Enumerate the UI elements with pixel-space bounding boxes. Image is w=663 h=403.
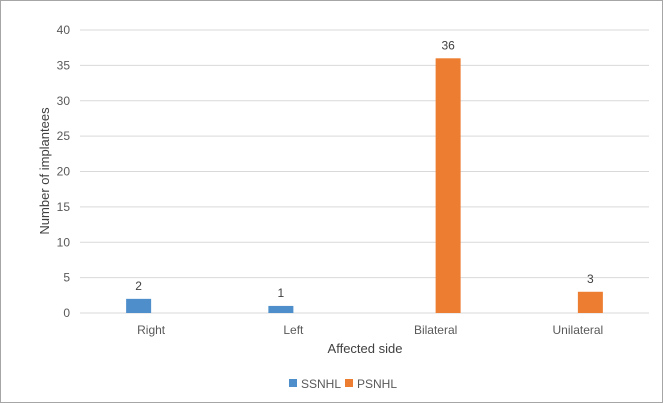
y-tick-label: 20 <box>57 165 71 179</box>
bar-ssnhl-right <box>126 298 152 313</box>
legend-swatch-ssnhl <box>289 379 297 387</box>
x-tick-label: Bilateral <box>414 323 457 337</box>
y-axis-ticks: 0 5 10 15 20 25 30 35 40 <box>57 23 71 320</box>
y-tick-label: 25 <box>57 129 71 143</box>
bar-psnhl-unilateral <box>577 291 603 313</box>
bar-psnhl-bilateral <box>435 58 461 313</box>
x-tick-label: Unilateral <box>553 323 604 337</box>
bar-ssnhl-left <box>268 305 294 313</box>
data-labels: 2 1 36 3 <box>135 38 594 300</box>
y-tick-label: 10 <box>57 235 71 249</box>
legend-label-psnhl: PSNHL <box>357 377 397 391</box>
x-tick-label: Right <box>137 323 166 337</box>
x-axis-ticks: Right Left Bilateral Unilateral <box>137 323 603 337</box>
y-tick-label: 5 <box>63 271 70 285</box>
legend-swatch-psnhl <box>345 379 353 387</box>
y-axis-title: Number of implantees <box>37 107 52 235</box>
data-label: 2 <box>135 279 142 293</box>
y-tick-label: 0 <box>63 306 70 320</box>
gridlines <box>80 29 649 314</box>
x-axis-title: Affected side <box>328 341 403 356</box>
y-tick-label: 15 <box>57 200 71 214</box>
bars <box>126 58 603 313</box>
x-tick-label: Left <box>283 323 304 337</box>
data-label: 1 <box>278 286 285 300</box>
legend: SSNHL PSNHL <box>289 377 397 391</box>
y-tick-label: 35 <box>57 58 71 72</box>
y-tick-label: 40 <box>57 23 71 37</box>
y-tick-label: 30 <box>57 94 71 108</box>
data-label: 3 <box>587 272 594 286</box>
data-label: 36 <box>441 38 455 52</box>
legend-label-ssnhl: SSNHL <box>301 377 341 391</box>
